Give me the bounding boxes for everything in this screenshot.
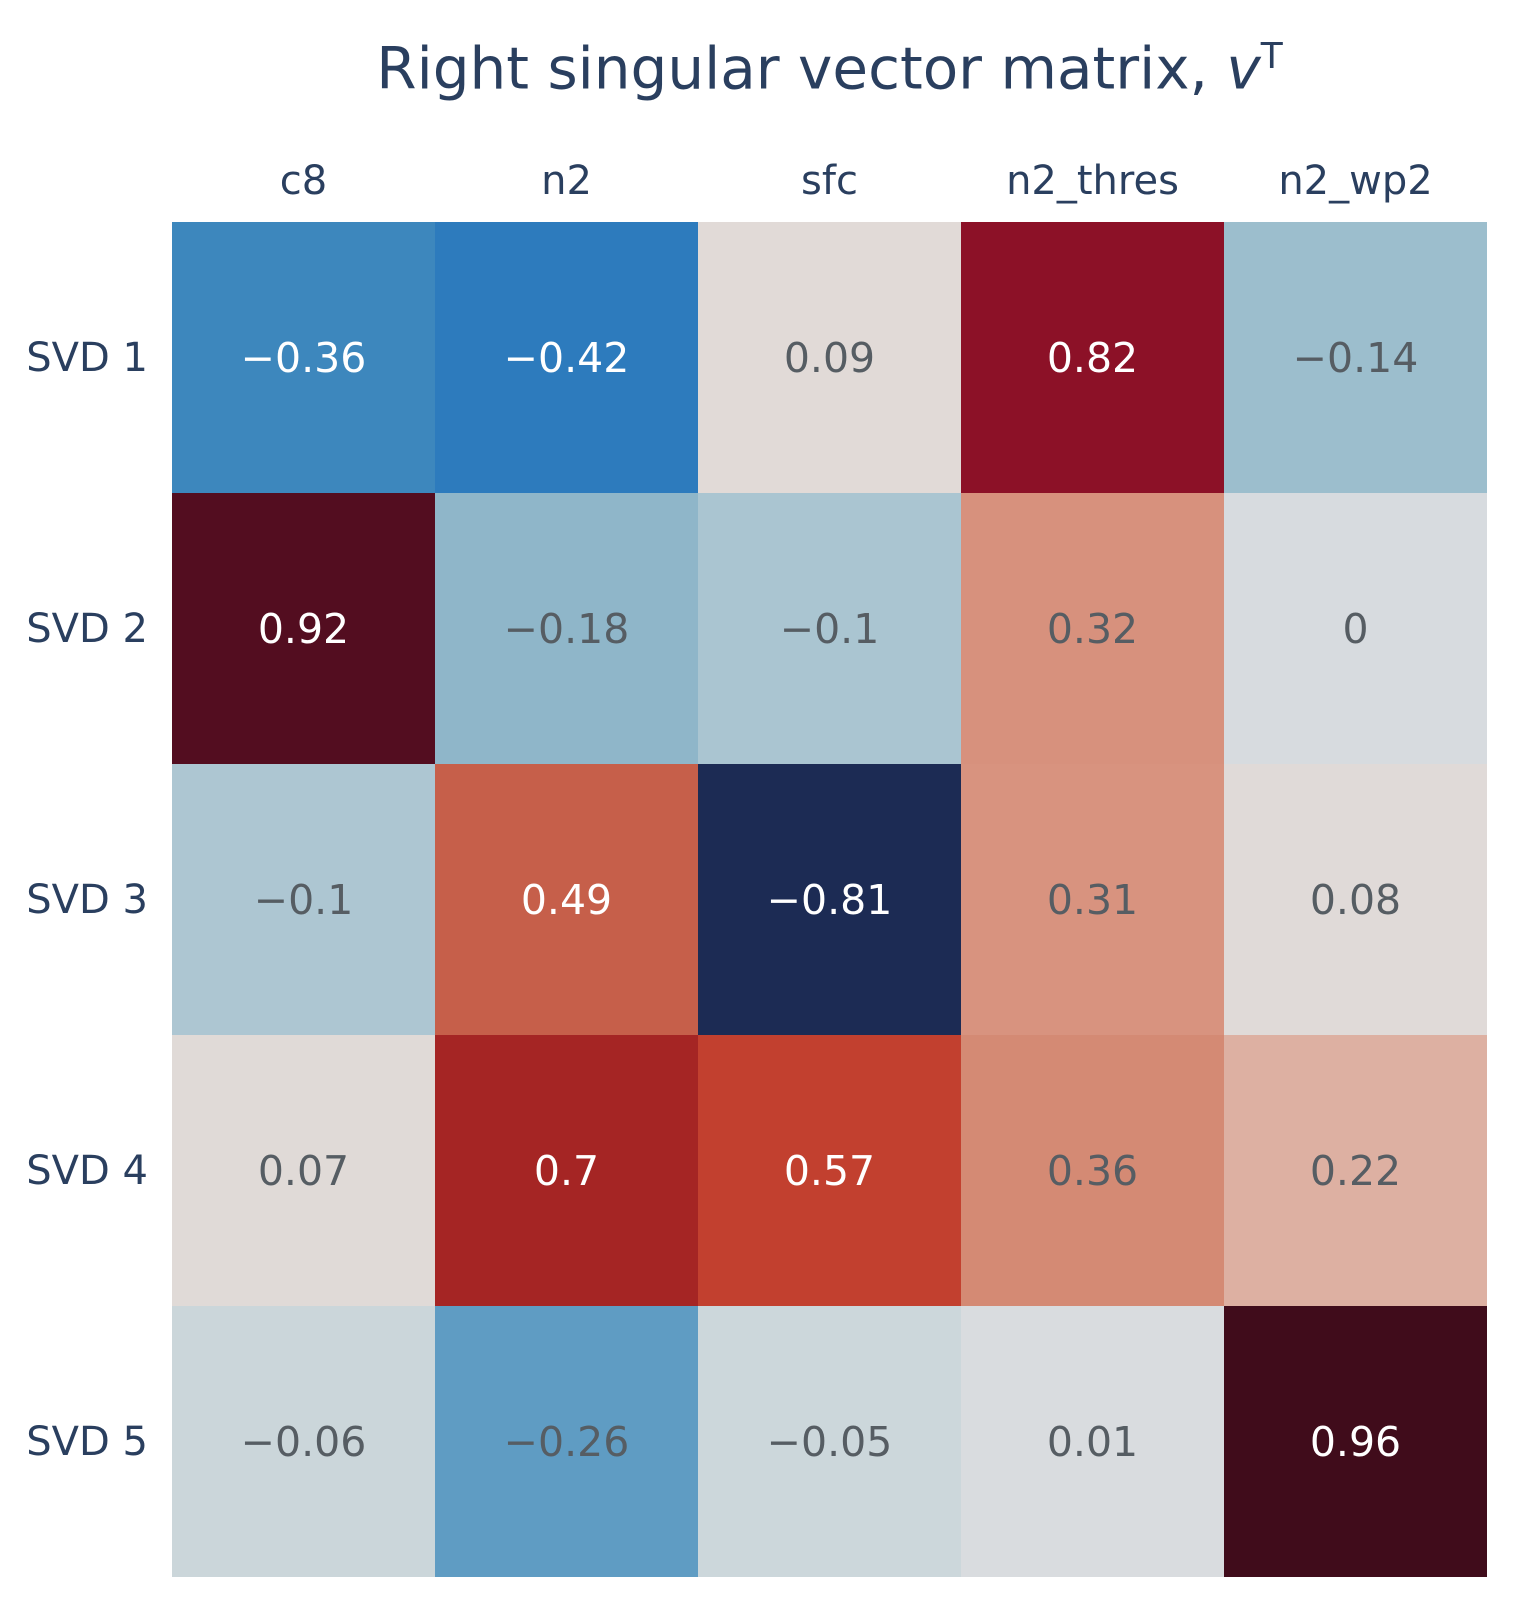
heatmap-row-1: SVD 1 −0.36 −0.42 0.09 0.82 −0.14	[0, 222, 1536, 493]
heatmap-cell-svd3-c8: −0.1	[172, 764, 435, 1035]
heatmap-cell-svd5-n2: −0.26	[435, 1306, 698, 1577]
column-label-c8: c8	[279, 158, 328, 204]
row-label-svd-1: SVD 1	[26, 334, 148, 381]
heatmap-cell-svd4-n2_wp2: 0.22	[1224, 1035, 1487, 1306]
heatmap-row-3: SVD 3 −0.1 0.49 −0.81 0.31 0.08	[0, 764, 1536, 1035]
chart-title-variable: v	[1226, 34, 1261, 103]
heatmap-cell-svd1-n2_wp2: −0.14	[1224, 222, 1487, 493]
row-label-svd-3: SVD 3	[26, 876, 148, 923]
column-header-row: c8 n2 sfc n2_thres n2_wp2	[0, 156, 1536, 222]
heatmap-cell-svd1-n2_thres: 0.82	[961, 222, 1224, 493]
heatmap-cell-svd1-c8: −0.36	[172, 222, 435, 493]
row-label-svd-4: SVD 4	[26, 1147, 148, 1194]
heatmap-cell-svd5-n2_thres: 0.01	[961, 1306, 1224, 1577]
heatmap-cell-svd2-n2: −0.18	[435, 493, 698, 764]
heatmap-cell-svd1-n2: −0.42	[435, 222, 698, 493]
heatmap-cell-svd3-n2_wp2: 0.08	[1224, 764, 1487, 1035]
heatmap-cell-svd2-n2_wp2: 0	[1224, 493, 1487, 764]
heatmap-cell-svd3-sfc: −0.81	[698, 764, 961, 1035]
heatmap-cell-svd5-c8: −0.06	[172, 1306, 435, 1577]
column-label-n2: n2	[541, 158, 592, 204]
heatmap-cell-svd4-n2: 0.7	[435, 1035, 698, 1306]
axis-corner-spacer	[0, 156, 172, 222]
heatmap-body: SVD 1 −0.36 −0.42 0.09 0.82 −0.14 SVD 2 0.92 −0.…	[0, 222, 1536, 1577]
row-label-svd-5: SVD 5	[26, 1418, 148, 1465]
chart-title-superscript: T	[1260, 36, 1283, 77]
heatmap-row-5: SVD 5 −0.06 −0.26 −0.05 0.01 0.96	[0, 1306, 1536, 1577]
heatmap-cell-svd4-n2_thres: 0.36	[961, 1035, 1224, 1306]
heatmap-cell-svd3-n2: 0.49	[435, 764, 698, 1035]
heatmap-cell-svd4-sfc: 0.57	[698, 1035, 961, 1306]
column-label-sfc: sfc	[801, 158, 858, 204]
heatmap-cell-svd3-n2_thres: 0.31	[961, 764, 1224, 1035]
heatmap-cell-svd2-sfc: −0.1	[698, 493, 961, 764]
heatmap-cell-svd2-c8: 0.92	[172, 493, 435, 764]
heatmap-cell-svd1-sfc: 0.09	[698, 222, 961, 493]
chart-title-text: Right singular vector matrix,	[376, 34, 1227, 103]
chart-title: Right singular vector matrix, vT	[172, 14, 1487, 103]
heatmap-cell-svd2-n2_thres: 0.32	[961, 493, 1224, 764]
column-label-n2_wp2: n2_wp2	[1278, 158, 1433, 204]
heatmap-row-4: SVD 4 0.07 0.7 0.57 0.36 0.22	[0, 1035, 1536, 1306]
heatmap-cell-svd4-c8: 0.07	[172, 1035, 435, 1306]
row-label-svd-2: SVD 2	[26, 605, 148, 652]
heatmap-cell-svd5-n2_wp2: 0.96	[1224, 1306, 1487, 1577]
column-label-n2_thres: n2_thres	[1006, 158, 1179, 204]
heatmap-cell-svd5-sfc: −0.05	[698, 1306, 961, 1577]
heatmap-row-2: SVD 2 0.92 −0.18 −0.1 0.32 0	[0, 493, 1536, 764]
